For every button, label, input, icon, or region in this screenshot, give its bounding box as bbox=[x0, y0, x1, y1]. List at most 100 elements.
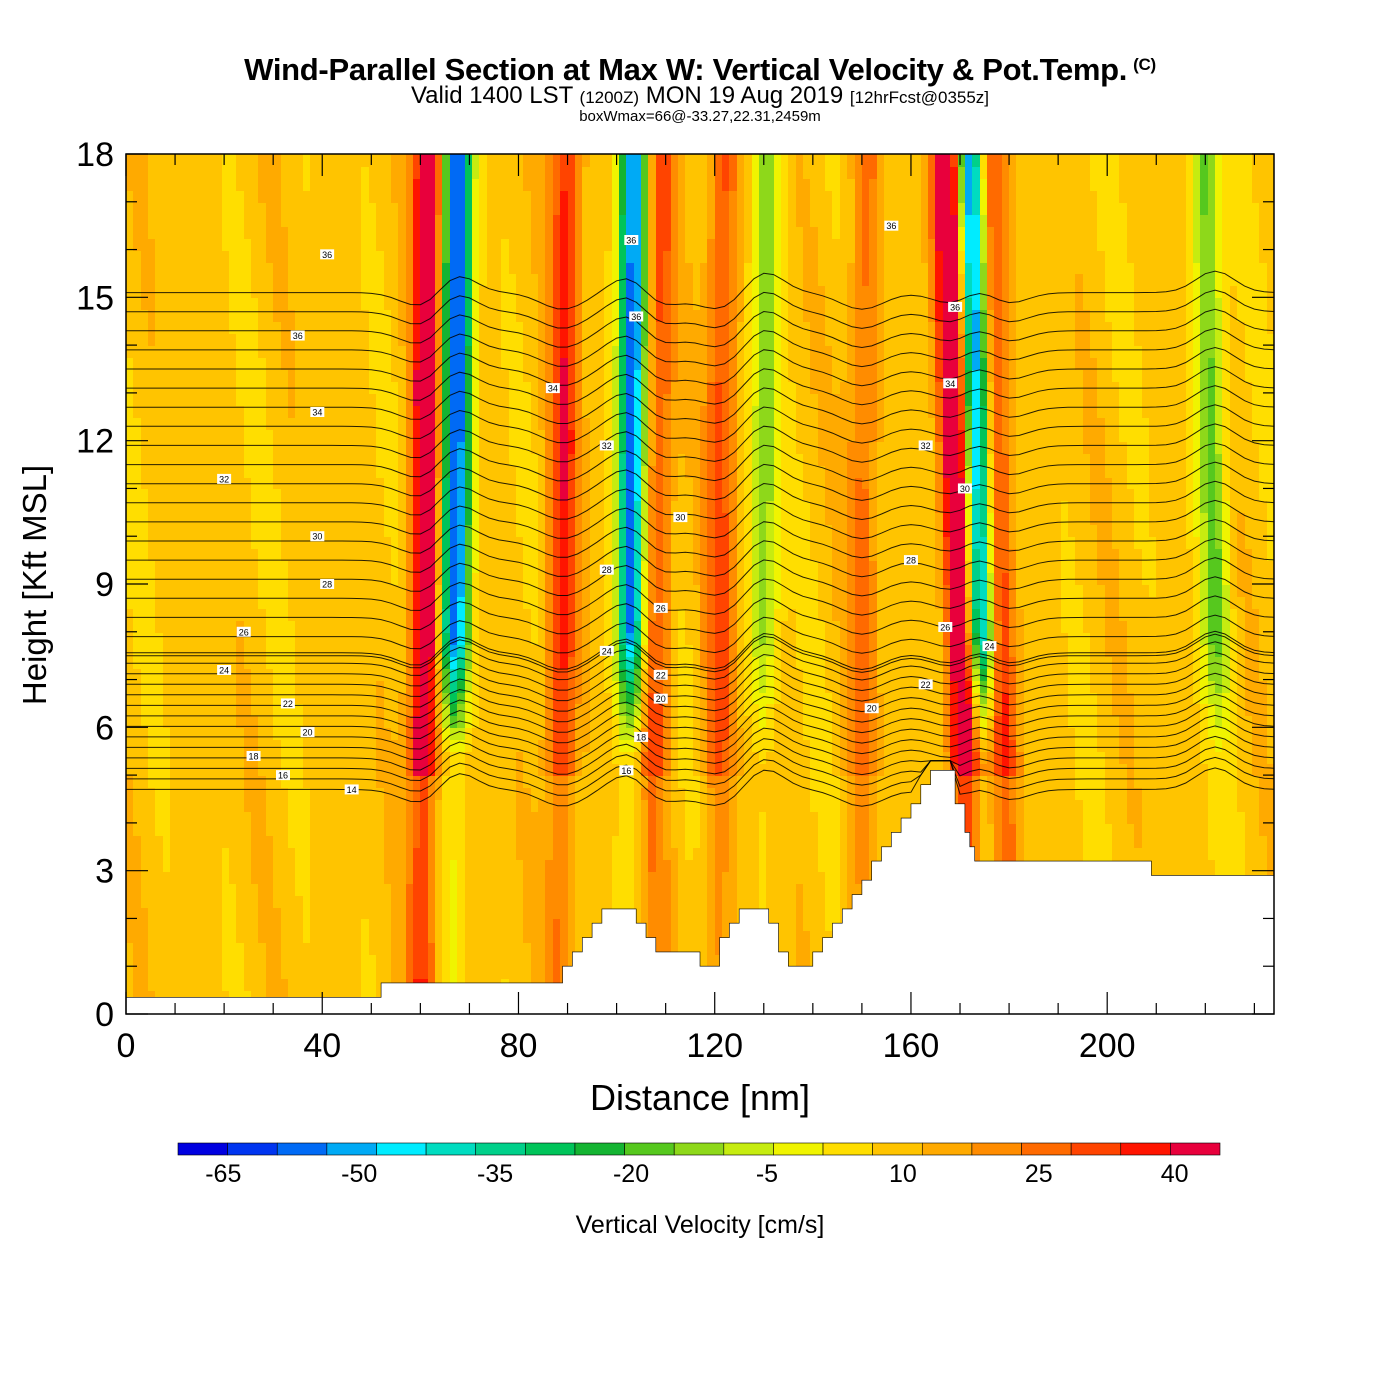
velocity-cell bbox=[251, 692, 259, 704]
velocity-cell bbox=[332, 620, 340, 633]
velocity-cell bbox=[222, 405, 230, 418]
velocity-cell bbox=[236, 250, 245, 263]
velocity-cell bbox=[398, 942, 407, 955]
velocity-cell bbox=[391, 512, 399, 525]
velocity-cell bbox=[281, 990, 289, 1003]
velocity-cell bbox=[273, 739, 282, 752]
velocity-cell bbox=[229, 536, 237, 549]
velocity-cell bbox=[509, 871, 517, 884]
velocity-cell bbox=[494, 871, 502, 884]
velocity-cell bbox=[398, 202, 407, 215]
velocity-cell bbox=[229, 166, 237, 179]
velocity-cell bbox=[435, 596, 443, 609]
velocity-cell bbox=[604, 262, 613, 274]
velocity-cell bbox=[222, 883, 230, 896]
velocity-cell bbox=[479, 727, 488, 740]
velocity-cell bbox=[626, 393, 635, 406]
velocity-cell bbox=[244, 763, 252, 776]
velocity-cell bbox=[428, 632, 436, 645]
velocity-cell bbox=[273, 202, 282, 215]
velocity-cell bbox=[472, 727, 480, 740]
velocity-cell bbox=[141, 178, 149, 191]
velocity-cell bbox=[141, 273, 149, 286]
velocity-cell bbox=[347, 226, 355, 239]
velocity-cell bbox=[325, 859, 333, 872]
velocity-cell bbox=[303, 262, 311, 274]
velocity-cell bbox=[604, 465, 613, 478]
velocity-cell bbox=[472, 739, 480, 752]
velocity-cell bbox=[619, 393, 627, 406]
velocity-cell bbox=[347, 429, 355, 442]
velocity-cell bbox=[200, 620, 208, 633]
velocity-cell bbox=[222, 273, 230, 286]
velocity-cell bbox=[545, 309, 554, 322]
velocity-cell bbox=[170, 775, 179, 788]
velocity-cell bbox=[354, 214, 362, 227]
velocity-cell bbox=[420, 250, 429, 263]
velocity-cell bbox=[553, 656, 561, 669]
velocity-cell bbox=[244, 572, 252, 585]
velocity-cell bbox=[420, 536, 429, 549]
velocity-cell bbox=[391, 405, 399, 418]
velocity-cell bbox=[626, 333, 635, 346]
velocity-cell bbox=[545, 512, 554, 525]
velocity-cell bbox=[384, 524, 392, 537]
velocity-cell bbox=[332, 990, 340, 1003]
velocity-cell bbox=[465, 656, 473, 669]
velocity-cell bbox=[369, 859, 377, 872]
velocity-cell bbox=[214, 811, 223, 824]
velocity-cell bbox=[626, 190, 635, 203]
velocity-cell bbox=[236, 441, 245, 454]
velocity-cell bbox=[442, 668, 451, 681]
velocity-cell bbox=[450, 548, 458, 561]
velocity-cell bbox=[487, 202, 495, 215]
velocity-cell bbox=[251, 811, 259, 824]
velocity-cell bbox=[457, 680, 466, 693]
velocity-cell bbox=[141, 465, 149, 478]
velocity-cell bbox=[295, 823, 304, 836]
velocity-cell bbox=[361, 692, 370, 704]
velocity-cell bbox=[619, 572, 627, 585]
velocity-cell bbox=[619, 859, 627, 872]
velocity-cell bbox=[428, 930, 436, 943]
velocity-cell bbox=[148, 799, 156, 812]
velocity-cell bbox=[244, 345, 252, 358]
velocity-cell bbox=[501, 524, 510, 537]
velocity-cell bbox=[626, 703, 635, 716]
velocity-cell bbox=[369, 512, 377, 525]
velocity-cell bbox=[435, 429, 443, 442]
velocity-cell bbox=[317, 727, 326, 740]
velocity-cell bbox=[442, 823, 451, 836]
velocity-cell bbox=[523, 930, 532, 943]
velocity-cell bbox=[133, 572, 142, 585]
velocity-cell bbox=[582, 668, 591, 681]
velocity-cell bbox=[604, 381, 613, 394]
velocity-cell bbox=[619, 680, 627, 693]
velocity-cell bbox=[347, 883, 355, 896]
velocity-cell bbox=[155, 811, 164, 824]
velocity-cell bbox=[509, 895, 517, 908]
velocity-cell bbox=[597, 656, 605, 669]
velocity-cell bbox=[369, 262, 377, 274]
velocity-cell bbox=[487, 273, 495, 286]
velocity-cell bbox=[406, 811, 414, 824]
velocity-cell bbox=[619, 668, 627, 681]
velocity-cell bbox=[214, 895, 223, 908]
velocity-cell bbox=[568, 668, 576, 681]
velocity-cell bbox=[200, 930, 208, 943]
velocity-cell bbox=[597, 524, 605, 537]
velocity-cell bbox=[207, 703, 215, 716]
velocity-cell bbox=[214, 465, 223, 478]
velocity-cell bbox=[597, 321, 605, 334]
velocity-cell bbox=[619, 727, 627, 740]
velocity-cell bbox=[141, 285, 149, 298]
velocity-cell bbox=[479, 369, 488, 382]
velocity-cell bbox=[251, 226, 259, 239]
velocity-cell bbox=[487, 524, 495, 537]
velocity-cell bbox=[258, 715, 267, 728]
velocity-cell bbox=[133, 823, 142, 836]
velocity-cell bbox=[332, 357, 340, 370]
velocity-cell bbox=[281, 381, 289, 394]
velocity-cell bbox=[597, 285, 605, 298]
velocity-cell bbox=[516, 954, 524, 967]
